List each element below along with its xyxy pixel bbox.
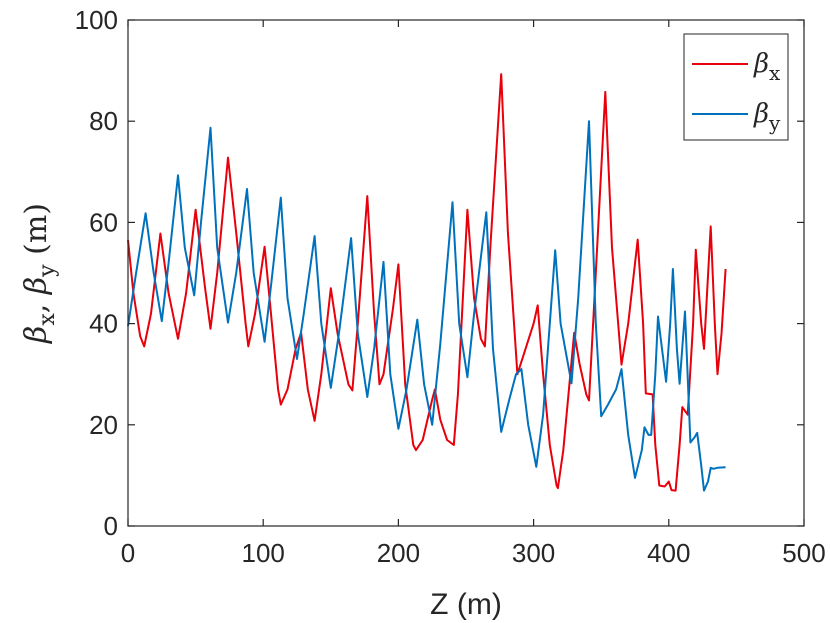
y-tick-label: 60: [89, 207, 118, 237]
y-tick-label: 40: [89, 309, 118, 339]
y-tick-label: 0: [104, 511, 118, 541]
label-layer: Z (m) βx, βy (m): [19, 203, 502, 621]
y-axis-label: βx, βy (m): [19, 203, 60, 344]
x-axis-label: Z (m): [430, 588, 502, 621]
series-layer: [127, 73, 727, 492]
tick-layer: 0 100 200 300 400 500 0 20 40 60 80 100: [75, 5, 826, 568]
legend-label-beta-y: βy: [753, 99, 781, 135]
y-tick-label: 100: [75, 5, 118, 35]
y-tick-label: 80: [89, 106, 118, 136]
x-tick-label: 0: [121, 538, 135, 568]
legend: βx βy: [683, 33, 789, 141]
legend-label-beta-x: βx: [753, 49, 781, 85]
x-tick-label: 300: [512, 538, 555, 568]
y-tick-label: 20: [89, 410, 118, 440]
x-tick-label: 400: [647, 538, 690, 568]
axes-box: [127, 19, 805, 527]
x-tick-label: 200: [377, 538, 420, 568]
series-line-beta-y: [127, 120, 726, 492]
series-line-beta-x: [127, 73, 727, 492]
x-tick-label: 500: [782, 538, 825, 568]
x-tick-label: 100: [242, 538, 285, 568]
legend-box: [683, 33, 789, 141]
